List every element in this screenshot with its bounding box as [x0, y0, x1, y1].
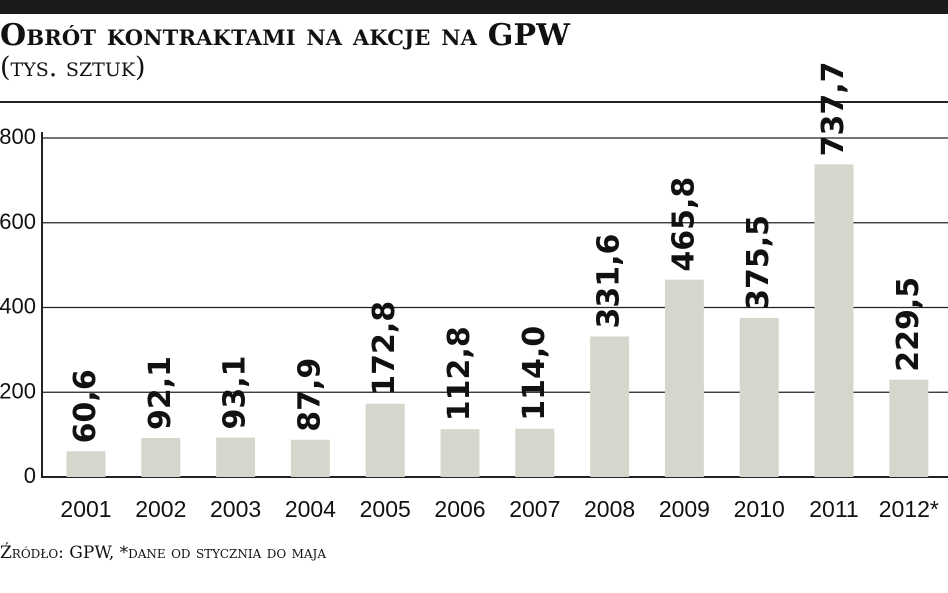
y-tick-labels: 0 200 400 600 800 [0, 124, 36, 488]
chart-subtitle: (tys. sztuk) [0, 52, 146, 83]
bar [365, 403, 405, 477]
bar [889, 379, 929, 477]
y-tick-label: 600 [0, 209, 36, 234]
value-label: 375,5 [741, 215, 776, 310]
x-tick-label: 2004 [285, 496, 336, 522]
bar [290, 439, 330, 477]
value-label: 92,1 [143, 356, 178, 430]
value-label: 112,8 [442, 326, 477, 421]
value-label: 172,8 [367, 301, 402, 396]
bar [141, 437, 181, 477]
x-tick-label: 2009 [659, 496, 710, 522]
x-tick-label: 2012* [879, 496, 939, 522]
x-tick-label: 2008 [584, 496, 635, 522]
x-tick-label: 2006 [434, 496, 485, 522]
x-tick-label: 2011 [809, 496, 858, 522]
bar [664, 279, 704, 477]
value-labels: 60,6 92,1 93,1 87,9 172,8 112,8 114,0 331,6 465,… [68, 61, 926, 443]
bar [515, 428, 555, 477]
value-label: 114,0 [517, 326, 552, 421]
x-tick-label: 2010 [734, 496, 785, 522]
chart-title: Obrót kontraktami na akcje na GPW [0, 18, 571, 53]
y-tick-label: 200 [0, 378, 36, 403]
bar [440, 429, 480, 477]
bar [739, 317, 779, 477]
value-label: 93,1 [218, 356, 253, 430]
y-tick-label: 0 [24, 463, 36, 488]
bar [216, 437, 256, 477]
bar [66, 451, 106, 477]
value-label: 737,7 [816, 61, 851, 156]
x-tick-label: 2007 [509, 496, 560, 522]
x-tick-label: 2003 [210, 496, 261, 522]
source-note: Źródło: GPW, *dane od stycznia do maja [0, 543, 327, 563]
y-tick-label: 800 [0, 124, 36, 149]
title-rule [0, 101, 948, 103]
x-tick-label: 2005 [360, 496, 411, 522]
top-bar [0, 0, 948, 14]
value-label: 87,9 [292, 358, 327, 432]
bar [814, 164, 854, 477]
value-label: 60,6 [68, 369, 103, 443]
value-label: 229,5 [891, 277, 926, 372]
value-label: 331,6 [592, 234, 627, 329]
y-tick-label: 400 [0, 294, 36, 319]
bars [66, 164, 929, 477]
value-label: 465,8 [666, 177, 701, 272]
x-tick-labels: 2001 2002 2003 2004 2005 2006 2007 2008 2009 2010… [60, 496, 938, 522]
x-tick-label: 2002 [135, 496, 186, 522]
grid-lines [42, 137, 948, 478]
bar [590, 336, 630, 477]
x-tick-label: 2001 [60, 496, 111, 522]
